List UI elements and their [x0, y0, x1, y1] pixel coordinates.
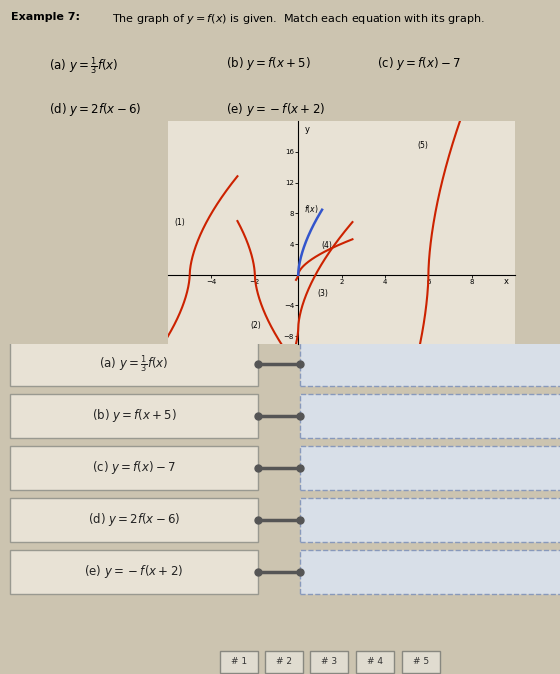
Text: # 2: # 2: [276, 658, 292, 667]
Text: (4): (4): [321, 241, 332, 250]
Bar: [356, 651, 394, 673]
Bar: [300, 342, 560, 386]
Bar: [10, 394, 258, 438]
Text: (b) $y=f(x+5)$: (b) $y=f(x+5)$: [226, 55, 311, 72]
Text: Example 7:: Example 7:: [11, 13, 80, 22]
Text: (1): (1): [175, 218, 185, 227]
Bar: [10, 498, 258, 542]
Bar: [10, 550, 258, 594]
Text: # 3: # 3: [321, 658, 337, 667]
Text: (2): (2): [250, 321, 261, 330]
Text: (e) $y=-f(x+2)$: (e) $y=-f(x+2)$: [226, 100, 325, 118]
Text: $f(x)$: $f(x)$: [304, 203, 318, 215]
Bar: [402, 651, 440, 673]
Bar: [300, 498, 560, 542]
Bar: [220, 651, 258, 673]
Text: (c) $y=f(x)-7$: (c) $y=f(x)-7$: [377, 55, 461, 72]
Text: x: x: [503, 277, 508, 286]
Text: # 4: # 4: [367, 658, 383, 667]
Text: (b) $y=f(x+5)$: (b) $y=f(x+5)$: [91, 407, 176, 425]
Bar: [300, 394, 560, 438]
Text: (d) $y=2f(x-6)$: (d) $y=2f(x-6)$: [88, 512, 180, 528]
Text: (a) $y=\frac{1}{3}f(x)$: (a) $y=\frac{1}{3}f(x)$: [99, 353, 169, 375]
Text: y: y: [305, 125, 310, 134]
Text: (3): (3): [318, 289, 329, 298]
Text: (d) $y=2f(x-6)$: (d) $y=2f(x-6)$: [49, 100, 141, 118]
Text: (e) $y=-f(x+2)$: (e) $y=-f(x+2)$: [85, 563, 184, 580]
Bar: [300, 446, 560, 490]
Text: (5): (5): [418, 141, 428, 150]
Text: The graph of $y=f(x)$ is given.  Match each equation with its graph.: The graph of $y=f(x)$ is given. Match ea…: [105, 13, 485, 26]
Bar: [265, 651, 303, 673]
Bar: [300, 550, 560, 594]
Text: (c) $y=f(x)-7$: (c) $y=f(x)-7$: [92, 460, 176, 477]
Text: (a) $y=\frac{1}{3}f(x)$: (a) $y=\frac{1}{3}f(x)$: [49, 55, 118, 77]
Bar: [10, 342, 258, 386]
Text: # 1: # 1: [231, 658, 247, 667]
Bar: [10, 446, 258, 490]
Bar: [310, 651, 348, 673]
Text: # 5: # 5: [413, 658, 429, 667]
